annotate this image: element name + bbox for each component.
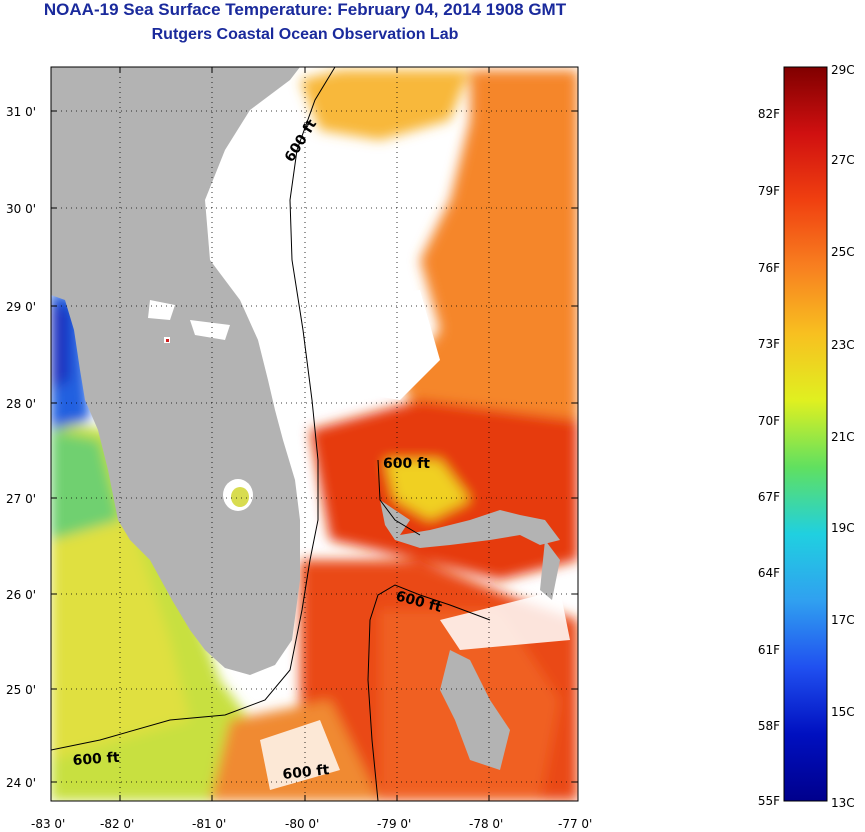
contour-label-west: 600 ft xyxy=(72,750,120,769)
colorbar-celsius-label: 27C xyxy=(831,153,855,167)
lon-tick-label: -77 0' xyxy=(558,817,592,831)
orange-north-patch xyxy=(300,70,470,140)
colorbar-fahrenheit-label: 73F xyxy=(758,337,780,351)
contour-600ft-east xyxy=(367,584,491,801)
longitude-axis: -83 0' -82 0' -81 0' -80 0' -79 0' -78 0' -77 … xyxy=(31,67,592,831)
lat-tick-label: 29 0' xyxy=(6,300,36,314)
colorbar-fahrenheit-label: 76F xyxy=(758,261,780,275)
colorbar-fahrenheit-label: 67F xyxy=(758,490,780,504)
inland-no-data xyxy=(148,300,175,320)
lon-tick-label: -83 0' xyxy=(31,817,65,831)
lat-tick-label: 27 0' xyxy=(6,492,36,506)
inland-point-red xyxy=(166,339,169,342)
gulf-shelf-green xyxy=(51,430,120,540)
colorbar-fahrenheit-label: 70F xyxy=(758,414,780,428)
lon-tick-label: -78 0' xyxy=(469,817,503,831)
colorbar-celsius-label: 17C xyxy=(831,613,855,627)
cold-coastal-core xyxy=(51,300,70,390)
lat-tick-label: 30 0' xyxy=(6,202,36,216)
grand-bahama-abaco xyxy=(380,500,560,548)
colorbar-celsius-label: 25C xyxy=(831,245,855,259)
lon-tick-label: -82 0' xyxy=(100,817,134,831)
lat-tick-label: 28 0' xyxy=(6,397,36,411)
colorbar-fahrenheit-label: 79F xyxy=(758,184,780,198)
gulf-shelf-yellow xyxy=(51,520,190,760)
lon-tick-label: -79 0' xyxy=(377,817,411,831)
colorbar-fahrenheit-label: 58F xyxy=(758,719,780,733)
lat-tick-label: 31 0' xyxy=(6,105,36,119)
map-title: NOAA-19 Sea Surface Temperature: Februar… xyxy=(43,0,567,19)
cloud-patch xyxy=(330,290,440,400)
andros-island xyxy=(440,650,510,770)
yellow-bank-patch xyxy=(385,460,470,520)
lon-tick-label: -81 0' xyxy=(192,817,226,831)
contour-label-south: 600 ft xyxy=(282,762,331,783)
eleuthera-island xyxy=(540,540,560,600)
colorbar-ticks: 29C 27C 25C 23C 21C 19C 17C 15C 13C 82F 79F 76F 73F 7… xyxy=(758,63,855,810)
colorbar-celsius-label: 23C xyxy=(831,338,855,352)
contour-600ft-bahamas xyxy=(377,459,421,536)
map-subtitle: Rutgers Coastal Ocean Observation Lab xyxy=(151,26,459,43)
lat-tick-label: 25 0' xyxy=(6,683,36,697)
colorbar-celsius-label: 15C xyxy=(831,705,855,719)
lake-okeechobee-water xyxy=(231,487,249,507)
map-frame xyxy=(50,66,579,802)
colorbar-celsius-label: 19C xyxy=(831,521,855,535)
florida-landmass xyxy=(51,67,300,675)
colorbar xyxy=(783,66,828,802)
colorbar-fahrenheit-label: 82F xyxy=(758,107,780,121)
sst-map[interactable]: 600 ft 600 ft 600 ft 600 ft 600 ft xyxy=(51,67,578,801)
cloud-band xyxy=(440,590,570,650)
lat-tick-label: 24 0' xyxy=(6,776,36,790)
inland-no-data-2 xyxy=(190,320,230,340)
colorbar-fahrenheit-label: 61F xyxy=(758,643,780,657)
colorbar-celsius-label: 13C xyxy=(831,796,855,810)
contour-label-bahamas: 600 ft xyxy=(383,456,430,472)
colorbar-celsius-label: 29C xyxy=(831,63,855,77)
contour-600ft-west xyxy=(51,67,336,751)
lat-tick-label: 26 0' xyxy=(6,588,36,602)
colorbar-fahrenheit-label: 55F xyxy=(758,794,780,808)
latitude-axis: 24 0' 25 0' 26 0' 27 0' 28 0' 29 0' 30 0' 31 0' xyxy=(6,105,578,790)
cloud-south xyxy=(260,720,340,790)
colorbar-fahrenheit-label: 64F xyxy=(758,566,780,580)
orange-ocean-region xyxy=(400,70,578,420)
lon-tick-label: -80 0' xyxy=(285,817,319,831)
colorbar-celsius-label: 21C xyxy=(831,430,855,444)
